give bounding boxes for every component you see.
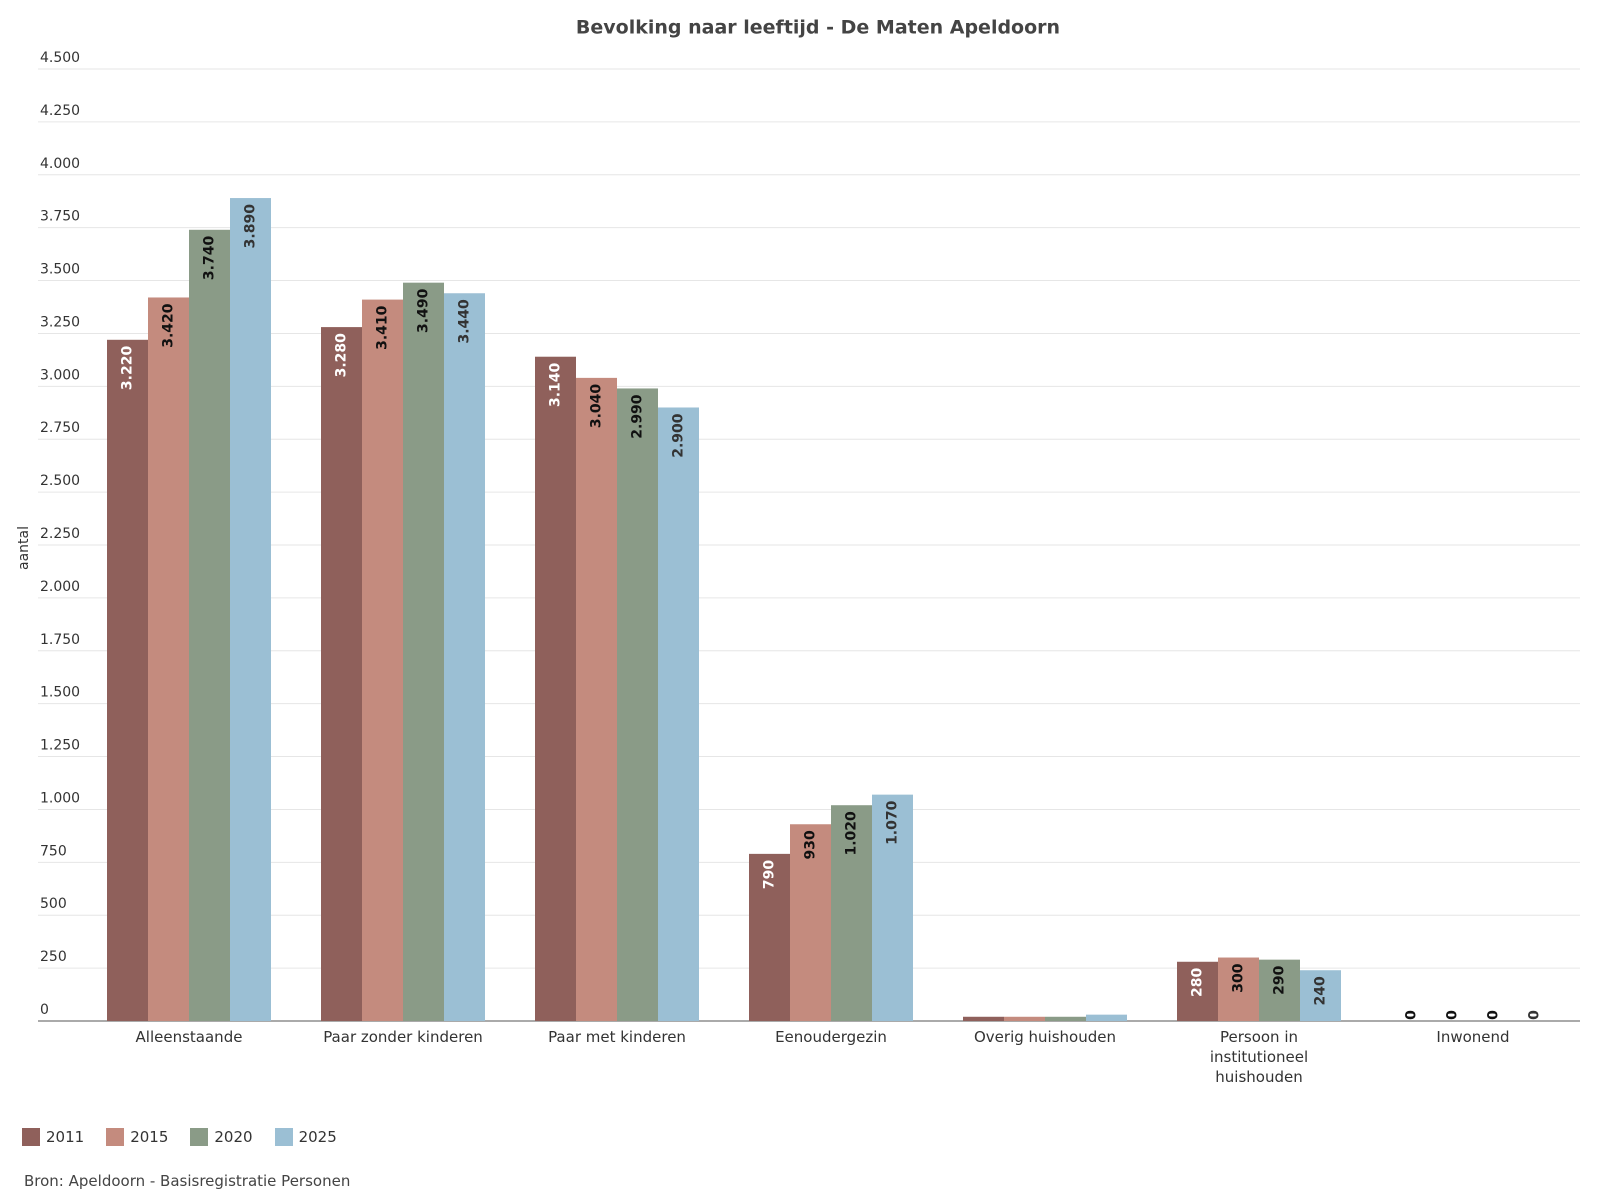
y-tick-label: 1.750	[40, 632, 80, 648]
y-tick-label: 750	[40, 843, 67, 859]
value-label: 790	[762, 860, 778, 889]
x-tick-label: Paar met kinderen	[548, 1028, 686, 1046]
value-label: 3.740	[202, 236, 218, 281]
value-label: 3.140	[548, 362, 564, 407]
legend-swatch	[22, 1128, 40, 1146]
value-label: 3.420	[161, 303, 177, 348]
bar	[321, 327, 362, 1021]
y-tick-label: 4.500	[40, 50, 80, 66]
value-label: 2.900	[671, 413, 687, 458]
bar	[403, 282, 444, 1021]
bar	[831, 805, 872, 1021]
legend-item: 2015	[106, 1128, 168, 1146]
bar	[535, 356, 576, 1021]
bar	[1300, 970, 1341, 1021]
bar	[658, 407, 699, 1021]
value-label: 0	[1404, 1010, 1420, 1020]
value-label: 280	[1190, 968, 1206, 997]
value-label: 3.040	[589, 384, 605, 429]
y-tick-label: 1.500	[40, 685, 80, 701]
legend-label: 2020	[214, 1128, 253, 1146]
bar	[1004, 1016, 1045, 1021]
y-tick-label: 3.750	[40, 209, 80, 225]
bar	[1218, 957, 1259, 1021]
chart-title: Bevolking naar leeftijd - De Maten Apeld…	[576, 17, 1060, 39]
legend-swatch	[190, 1128, 209, 1146]
legend-swatch	[106, 1128, 125, 1146]
bar	[790, 824, 831, 1021]
value-label: 1.020	[844, 811, 860, 856]
y-tick-label: 1.250	[40, 738, 80, 754]
x-tick-label: Inwonend	[1436, 1028, 1510, 1046]
source: Bron: Apeldoorn - Basisregistratie Perso…	[24, 1172, 351, 1190]
y-tick-label: 4.250	[40, 103, 80, 119]
legend-label: 2011	[46, 1128, 85, 1146]
y-tick-label: 0	[40, 1002, 49, 1018]
y-tick-label: 4.000	[40, 156, 80, 172]
y-tick-label: 2.000	[40, 579, 80, 595]
bar	[872, 794, 913, 1021]
x-tick-label: Persoon in institutioneel huishouden	[1209, 1028, 1309, 1086]
value-label: 0	[1486, 1010, 1502, 1020]
y-tick-label: 3.000	[40, 367, 80, 383]
y-tick-label: 2.250	[40, 526, 80, 542]
y-tick-label: 500	[40, 896, 67, 912]
bar	[444, 293, 485, 1021]
bar	[1086, 1014, 1127, 1021]
x-tick-label: Eenoudergezin	[775, 1028, 887, 1046]
value-label: 3.410	[375, 305, 391, 350]
value-label: 240	[1313, 976, 1329, 1005]
value-label: 290	[1272, 965, 1288, 994]
bar	[617, 388, 658, 1022]
bar	[749, 853, 790, 1021]
y-tick-label: 1.000	[40, 790, 80, 806]
value-label: 3.890	[243, 204, 259, 249]
y-tick-label: 3.250	[40, 314, 80, 330]
x-tick-label: Alleenstaande	[135, 1028, 243, 1046]
legend-label: 2015	[130, 1128, 169, 1146]
value-label: 300	[1231, 963, 1247, 992]
y-tick-label: 3.500	[40, 262, 80, 278]
value-label: 1.070	[885, 800, 901, 845]
y-tick-label: 2.750	[40, 420, 80, 436]
bar	[107, 339, 148, 1021]
bar	[1259, 959, 1300, 1021]
value-label: 2.990	[630, 394, 646, 439]
bar	[1045, 1016, 1086, 1021]
value-label: 3.220	[120, 346, 136, 391]
y-axis-label: aantal	[16, 526, 32, 570]
value-label: 0	[1445, 1010, 1461, 1020]
bar	[963, 1016, 1004, 1021]
legend-item: 2025	[274, 1128, 337, 1146]
value-label: 930	[803, 830, 819, 859]
legend-swatch	[274, 1128, 293, 1146]
bar	[576, 377, 617, 1022]
value-label: 3.490	[416, 288, 432, 333]
legend-item: 2020	[190, 1128, 253, 1146]
value-label: 3.440	[457, 299, 473, 344]
bar	[362, 299, 403, 1021]
bar	[148, 297, 189, 1022]
value-label: 3.280	[334, 333, 350, 378]
legend-label: 2025	[298, 1128, 337, 1146]
bar	[1177, 961, 1218, 1021]
y-tick-label: 2.500	[40, 473, 80, 489]
bar	[189, 229, 230, 1021]
x-tick-label: Overig huishouden	[974, 1028, 1116, 1046]
bar	[230, 198, 271, 1021]
value-label: 0	[1527, 1010, 1543, 1020]
y-tick-label: 250	[40, 949, 67, 965]
legend-item: 2011	[22, 1128, 84, 1146]
legend: 2011 2015 2020 2025	[22, 1128, 337, 1146]
x-tick-label: Paar zonder kinderen	[323, 1028, 483, 1046]
